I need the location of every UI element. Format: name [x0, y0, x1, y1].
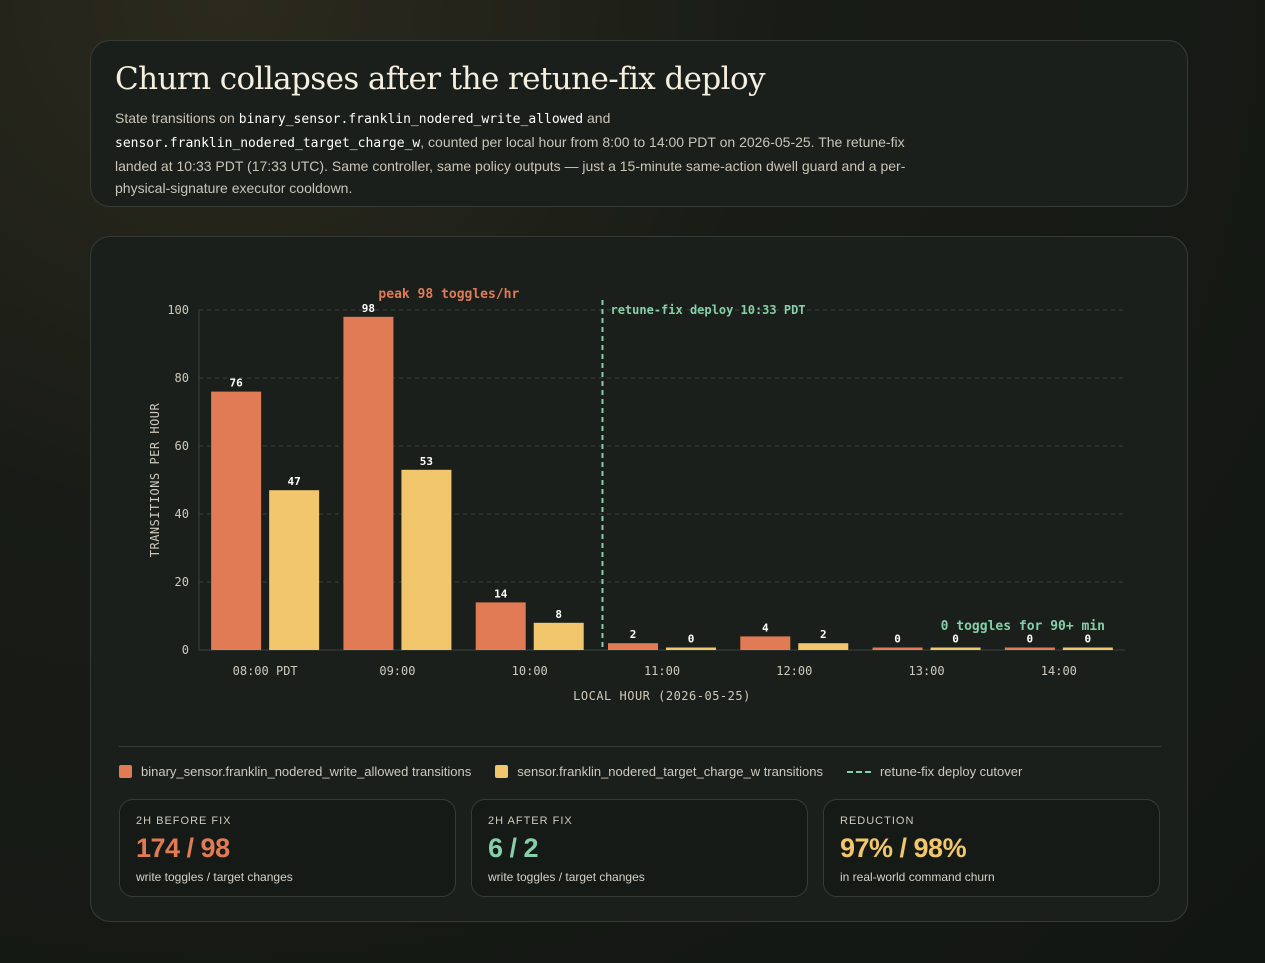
- stat-card-reduction: REDUCTION 97% / 98% in real-world comman…: [823, 799, 1160, 897]
- y-tick-label: 0: [182, 643, 189, 657]
- x-tick-label: 11:00: [644, 664, 680, 678]
- bar-value-label: 8: [555, 608, 562, 621]
- stat-subtext: in real-world command churn: [840, 870, 995, 884]
- stat-card-before: 2H BEFORE FIX 174 / 98 write toggles / t…: [119, 799, 456, 897]
- legend-label-cutover: retune-fix deploy cutover: [879, 764, 1023, 779]
- x-tick-label: 12:00: [776, 664, 812, 678]
- stat-value: 6 / 2: [488, 833, 539, 863]
- stat-subtext: write toggles / target changes: [488, 870, 645, 884]
- y-tick-label: 80: [175, 371, 189, 385]
- bar: [475, 602, 526, 650]
- peak-annotation: peak 98 toggles/hr: [378, 287, 519, 302]
- stat-value: 97% / 98%: [840, 833, 967, 863]
- bar: [872, 647, 923, 650]
- bar: [1004, 647, 1055, 650]
- y-tick-label: 60: [175, 439, 189, 453]
- x-tick-label: 13:00: [909, 664, 945, 678]
- page-title: Churn collapses after the retune-fix dep…: [115, 61, 766, 97]
- entity-target-charge: sensor.franklin_nodered_target_charge_w: [115, 136, 421, 151]
- stat-card-after: 2H AFTER FIX 6 / 2 write toggles / targe…: [471, 799, 808, 897]
- bar: [798, 643, 849, 650]
- legend-item-target-charge: sensor.franklin_nodered_target_charge_w …: [495, 764, 823, 779]
- legend-label-write-allowed: binary_sensor.franklin_nodered_write_all…: [141, 764, 472, 779]
- legend-swatch-cutover: [846, 770, 871, 773]
- x-tick-label: 10:00: [512, 664, 548, 678]
- bar-value-label: 2: [820, 628, 827, 641]
- description: State transitions on binary_sensor.frank…: [115, 107, 915, 199]
- bar-value-label: 76: [230, 377, 244, 390]
- chart-card: 0 20 40 60 80 100 76 47 08:00 PDT 98 53 09:00 14 8 10:…: [90, 236, 1188, 922]
- bar-value-label: 0: [894, 633, 901, 646]
- y-axis-label: TRANSITIONS PER HOUR: [148, 402, 162, 557]
- bar: [343, 316, 394, 650]
- bar-value-label: 0: [952, 633, 959, 646]
- stat-label: 2H BEFORE FIX: [136, 815, 232, 827]
- bar: [533, 622, 584, 650]
- bar: [401, 469, 452, 650]
- header-card: Churn collapses after the retune-fix dep…: [90, 40, 1188, 207]
- bar: [930, 647, 981, 650]
- bar: [211, 391, 262, 650]
- bar-value-label: 0: [1085, 633, 1092, 646]
- stat-subtext: write toggles / target changes: [136, 870, 293, 884]
- stat-value: 174 / 98: [136, 833, 230, 863]
- bar-value-label: 0: [1027, 633, 1034, 646]
- bar: [666, 647, 716, 650]
- desc-text-1: State transitions on: [115, 110, 239, 126]
- stat-label: 2H AFTER FIX: [488, 815, 573, 827]
- bar-value-label: 0: [688, 633, 695, 646]
- zero-toggles-annotation: 0 toggles for 90+ min: [941, 619, 1105, 634]
- cutover-label: retune-fix deploy 10:33 PDT: [610, 303, 805, 317]
- bar: [269, 490, 320, 650]
- x-tick-label: 08:00 PDT: [233, 664, 298, 678]
- desc-text-2: and: [583, 110, 611, 126]
- bar: [1062, 647, 1113, 650]
- bar-value-label: 4: [762, 621, 769, 634]
- bar-value-label: 47: [288, 475, 301, 488]
- legend-item-cutover: retune-fix deploy cutover: [846, 764, 1023, 779]
- y-tick-label: 100: [167, 303, 189, 317]
- legend-divider: [119, 746, 1161, 747]
- entity-write-allowed: binary_sensor.franklin_nodered_write_all…: [238, 112, 584, 127]
- bar: [608, 643, 658, 650]
- legend-item-write-allowed: binary_sensor.franklin_nodered_write_all…: [119, 764, 471, 779]
- legend-swatch-target-charge: [495, 765, 509, 778]
- bar-value-label: 2: [630, 628, 637, 641]
- stat-label: REDUCTION: [840, 815, 915, 827]
- legend: binary_sensor.franklin_nodered_write_all…: [119, 764, 1046, 779]
- bar-value-label: 53: [420, 455, 433, 468]
- bar-value-label: 98: [362, 302, 375, 315]
- y-tick-label: 20: [175, 575, 189, 589]
- bar: [740, 636, 791, 650]
- bar-value-label: 14: [494, 587, 508, 600]
- x-axis-label: LOCAL HOUR (2026-05-25): [573, 689, 751, 703]
- legend-label-target-charge: sensor.franklin_nodered_target_charge_w …: [517, 764, 823, 779]
- desc-text-3: , counted per local hour from 8:00 to 14…: [115, 134, 906, 196]
- x-tick-label: 14:00: [1041, 664, 1077, 678]
- y-tick-label: 40: [175, 507, 189, 521]
- x-tick-label: 09:00: [379, 664, 415, 678]
- legend-swatch-write-allowed: [119, 765, 132, 778]
